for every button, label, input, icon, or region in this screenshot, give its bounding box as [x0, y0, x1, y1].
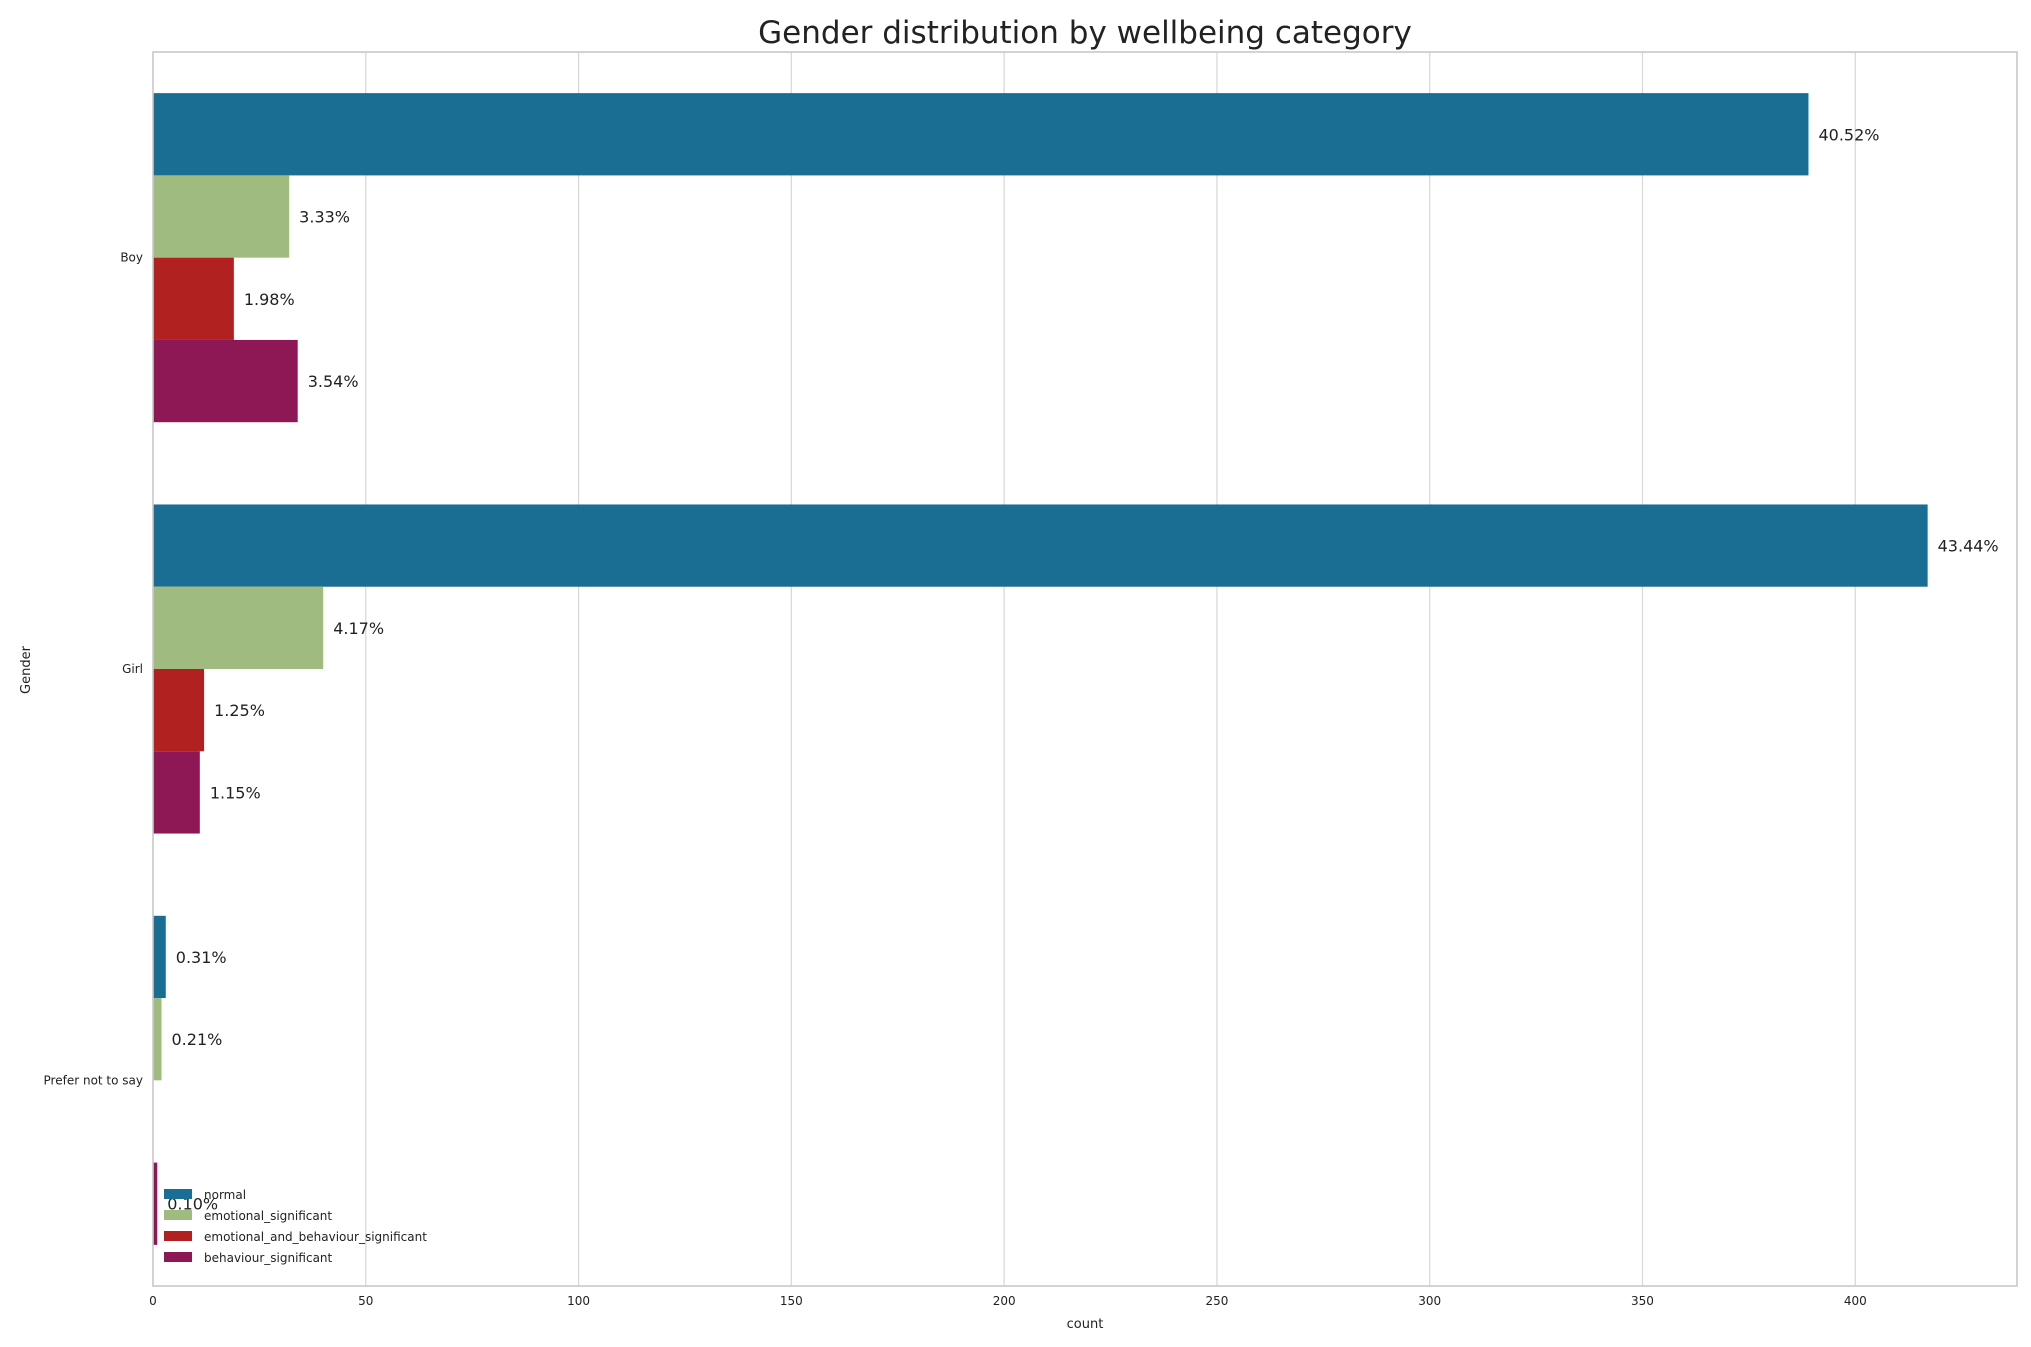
- x-tick-label: 300: [1418, 1294, 1441, 1308]
- legend-swatch: [164, 1252, 192, 1262]
- bar: [153, 504, 1928, 587]
- x-axis-label: count: [1067, 1317, 1104, 1332]
- legend-entry: normal: [204, 1188, 246, 1202]
- bar-value-label: 3.33%: [299, 208, 350, 227]
- bar: [153, 669, 205, 752]
- y-tick-label: Prefer not to say: [44, 1073, 143, 1087]
- plot-frame: [152, 51, 2018, 1287]
- bar-value-label: 40.52%: [1818, 125, 1879, 144]
- legend: normal emotional_significant emotional_and…: [164, 1188, 427, 1265]
- legend-entry: behaviour_significant: [204, 1251, 333, 1265]
- bar: [153, 1162, 158, 1245]
- legend-swatch: [164, 1210, 192, 1220]
- bar-value-label: 1.25%: [214, 701, 265, 720]
- bar: [153, 339, 298, 423]
- x-tick-label: 250: [1205, 1294, 1228, 1308]
- bar: [153, 751, 200, 834]
- legend-swatch: [164, 1189, 192, 1199]
- legend-swatch: [164, 1231, 192, 1241]
- bar-value-label: 0.10%: [167, 1195, 218, 1214]
- bar-value-label: 1.15%: [210, 783, 261, 802]
- bar-value-label: 43.44%: [1938, 537, 1999, 556]
- x-tick-label: 0: [149, 1294, 157, 1308]
- bar: [153, 915, 166, 999]
- bar-value-label: 4.17%: [333, 619, 384, 638]
- bar-value-label: 0.21%: [172, 1030, 223, 1049]
- y-axis-label: Gender: [19, 645, 34, 694]
- x-tick-label: 350: [1631, 1294, 1654, 1308]
- x-tick-label: 100: [567, 1294, 590, 1308]
- gridlines: [365, 52, 1856, 1286]
- bars: [153, 93, 1928, 1245]
- y-tick-label: Boy: [120, 251, 143, 265]
- bar-value-label: 0.31%: [176, 948, 227, 967]
- x-tick-label: 150: [780, 1294, 803, 1308]
- x-tick-label: 200: [993, 1294, 1016, 1308]
- x-tick-label: 400: [1844, 1294, 1867, 1308]
- bar-labels: 40.52% 43.44% 0.31% 3.33% 4.17% 0.21% 1.98% 1.2…: [167, 125, 1998, 1213]
- x-tick-label: 50: [358, 1294, 373, 1308]
- tick-labels: 0 50 100 150 200 250 300 350 400 Boy Girl Prefer no…: [44, 251, 1867, 1308]
- y-tick-label: Girl: [122, 662, 143, 676]
- bar-value-label: 3.54%: [308, 372, 359, 391]
- legend-entry: emotional_significant: [204, 1209, 332, 1223]
- chart-title: Gender distribution by wellbeing categor…: [758, 15, 1412, 51]
- legend-entry: emotional_and_behaviour_significant: [204, 1230, 427, 1244]
- bar: [153, 93, 1809, 176]
- bar: [153, 998, 162, 1081]
- bar: [153, 257, 234, 340]
- bar: [153, 586, 324, 669]
- bar-value-label: 1.98%: [244, 290, 295, 309]
- bar: [153, 175, 290, 258]
